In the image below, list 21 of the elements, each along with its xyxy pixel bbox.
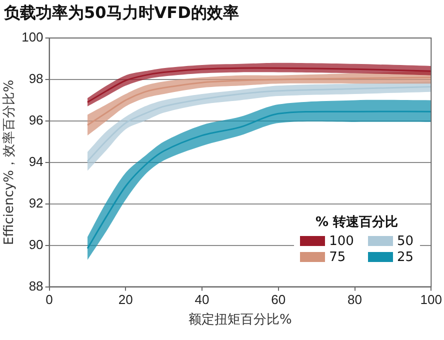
- y-tick-label: 92: [28, 195, 44, 210]
- y-tick-label: 98: [28, 71, 44, 86]
- y-tick-label: 100: [22, 30, 44, 45]
- x-tick-label: 100: [420, 292, 442, 308]
- y-tick-label: 88: [28, 278, 44, 294]
- legend-label: 50: [396, 234, 414, 249]
- chart-title: 负载功率为50马力时VFD的效率: [4, 3, 239, 24]
- x-tick-label: 40: [194, 292, 210, 308]
- x-axis-title: 额定扭矩百分比%: [188, 312, 292, 328]
- x-tick-label: 80: [348, 292, 362, 308]
- x-tick-label: 60: [271, 292, 286, 308]
- legend-label: 100: [329, 234, 354, 249]
- y-tick-label: 96: [28, 112, 44, 128]
- x-tick-label: 20: [118, 292, 133, 308]
- legend-label: 75: [329, 250, 346, 265]
- y-tick-label: 90: [28, 236, 44, 252]
- legend-title: % 转速百分比: [314, 214, 400, 231]
- y-tick-label: 94: [28, 154, 44, 169]
- y-axis-title: Efficiency%，效率百分比%: [1, 80, 18, 246]
- x-tick-label: 0: [46, 292, 53, 308]
- legend-label: 25: [396, 250, 414, 265]
